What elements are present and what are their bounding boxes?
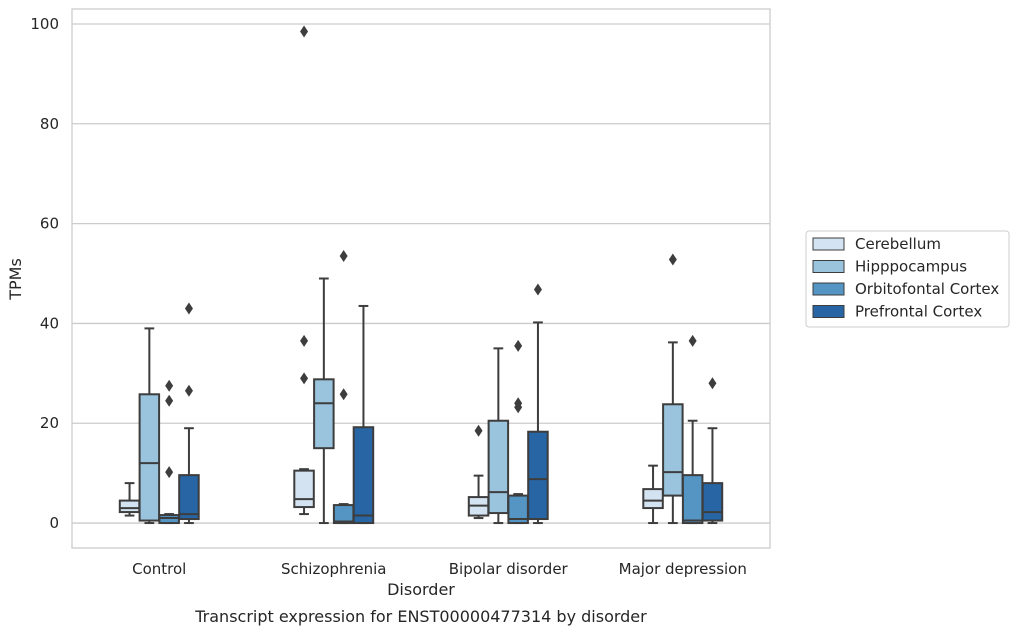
- box-orbitofontal-cortex-schizophrenia: [332, 250, 355, 525]
- outlier-point: [688, 334, 697, 347]
- x-tick-label-major-depression: Major depression: [619, 560, 747, 578]
- iqr-box: [293, 469, 315, 509]
- chart-caption: Transcript expression for ENST0000047731…: [194, 607, 647, 626]
- outlier-point: [165, 466, 174, 479]
- box-hipppocampus-schizophrenia: [313, 277, 335, 525]
- iqr-box: [701, 482, 724, 522]
- legend-label: Cerebellum: [855, 235, 941, 253]
- box-orbitofontal-cortex-control: [158, 379, 180, 525]
- legend-label: Prefrontal Cortex: [855, 303, 982, 321]
- box-prefrontal-cortex-schizophrenia: [352, 304, 375, 525]
- legend-swatch: [812, 282, 845, 296]
- box-cerebellum-control: [118, 482, 141, 517]
- legend-label: Orbitofontal Cortex: [855, 280, 999, 298]
- box-series-group: [118, 25, 724, 525]
- legend-item-orbitofontal-cortex: Orbitofontal Cortex: [812, 280, 999, 298]
- y-tick-label: 100: [30, 15, 59, 33]
- legend-frame: [805, 230, 1010, 328]
- iqr-box: [352, 426, 375, 525]
- y-tick-label: 20: [40, 414, 59, 432]
- box-prefrontal-cortex-control: [178, 302, 200, 525]
- outlier-point: [668, 253, 677, 266]
- iqr-box: [642, 488, 664, 510]
- outlier-point: [165, 394, 174, 407]
- x-tick-label-schizophrenia: Schizophrenia: [281, 560, 386, 578]
- iqr-box: [118, 499, 141, 514]
- iqr-box: [178, 474, 200, 521]
- outlier-point: [300, 25, 309, 38]
- outlier-point: [184, 302, 193, 315]
- box-prefrontal-cortex-major-depression: [701, 377, 724, 525]
- outlier-point: [533, 283, 542, 296]
- series-orbitofontal-cortex: [158, 250, 704, 525]
- box-hipppocampus-major-depression: [662, 253, 684, 525]
- legend-item-prefrontal-cortex: Prefrontal Cortex: [812, 303, 982, 321]
- outlier-point: [514, 339, 523, 352]
- box-orbitofontal-cortex-bipolar-disorder: [507, 339, 529, 525]
- legend-swatch: [812, 305, 845, 318]
- outlier-point: [339, 250, 348, 263]
- box-prefrontal-cortex-bipolar-disorder: [527, 283, 549, 525]
- box-hipppocampus-control: [138, 327, 161, 525]
- box-cerebellum-major-depression: [642, 464, 664, 525]
- y-tick-labels: 0 20 40 60 80 100: [30, 15, 59, 532]
- iqr-box: [527, 430, 549, 521]
- iqr-box: [681, 474, 704, 525]
- outlier-point: [708, 377, 717, 390]
- iqr-box: [662, 403, 684, 497]
- iqr-box: [313, 378, 335, 450]
- legend: Cerebellum Hipppocampus Orbitofontal Corte…: [805, 230, 1010, 328]
- plot-frame: [71, 8, 771, 549]
- legend-item-cerebellum: Cerebellum: [812, 235, 941, 253]
- legend-item-hipppocampus: Hipppocampus: [812, 258, 967, 276]
- outlier-point: [300, 334, 309, 347]
- outlier-point: [474, 424, 483, 437]
- series-hipppocampus: [138, 253, 684, 525]
- outlier-point: [300, 372, 309, 385]
- outlier-point: [184, 384, 193, 397]
- y-tick-label: 60: [40, 215, 59, 233]
- box-cerebellum-schizophrenia: [293, 25, 315, 516]
- outlier-point: [165, 379, 174, 392]
- box-hipppocampus-bipolar-disorder: [487, 347, 510, 525]
- legend-swatch: [812, 237, 845, 251]
- iqr-box: [332, 504, 355, 525]
- x-tick-label-bipolar-disorder: Bipolar disorder: [449, 560, 569, 578]
- y-axis-label: TPMs: [6, 258, 25, 301]
- series-cerebellum: [118, 25, 664, 525]
- outlier-point: [514, 397, 523, 410]
- x-tick-label-control: Control: [132, 560, 186, 578]
- legend-label: Hipppocampus: [855, 258, 967, 276]
- y-tick-label: 40: [40, 314, 59, 332]
- y-tick-label: 0: [49, 514, 59, 532]
- legend-swatch: [812, 260, 845, 273]
- box-orbitofontal-cortex-major-depression: [681, 334, 704, 525]
- x-axis-label: Disorder: [387, 580, 455, 599]
- x-tick-labels: Control Schizophrenia Bipolar disorder Majo…: [132, 560, 747, 578]
- y-tick-label: 80: [40, 115, 59, 133]
- iqr-box: [487, 419, 510, 515]
- iqr-box: [138, 393, 161, 522]
- box-cerebellum-bipolar-disorder: [467, 424, 490, 520]
- outlier-point: [339, 388, 348, 401]
- series-prefrontal-cortex: [178, 283, 724, 525]
